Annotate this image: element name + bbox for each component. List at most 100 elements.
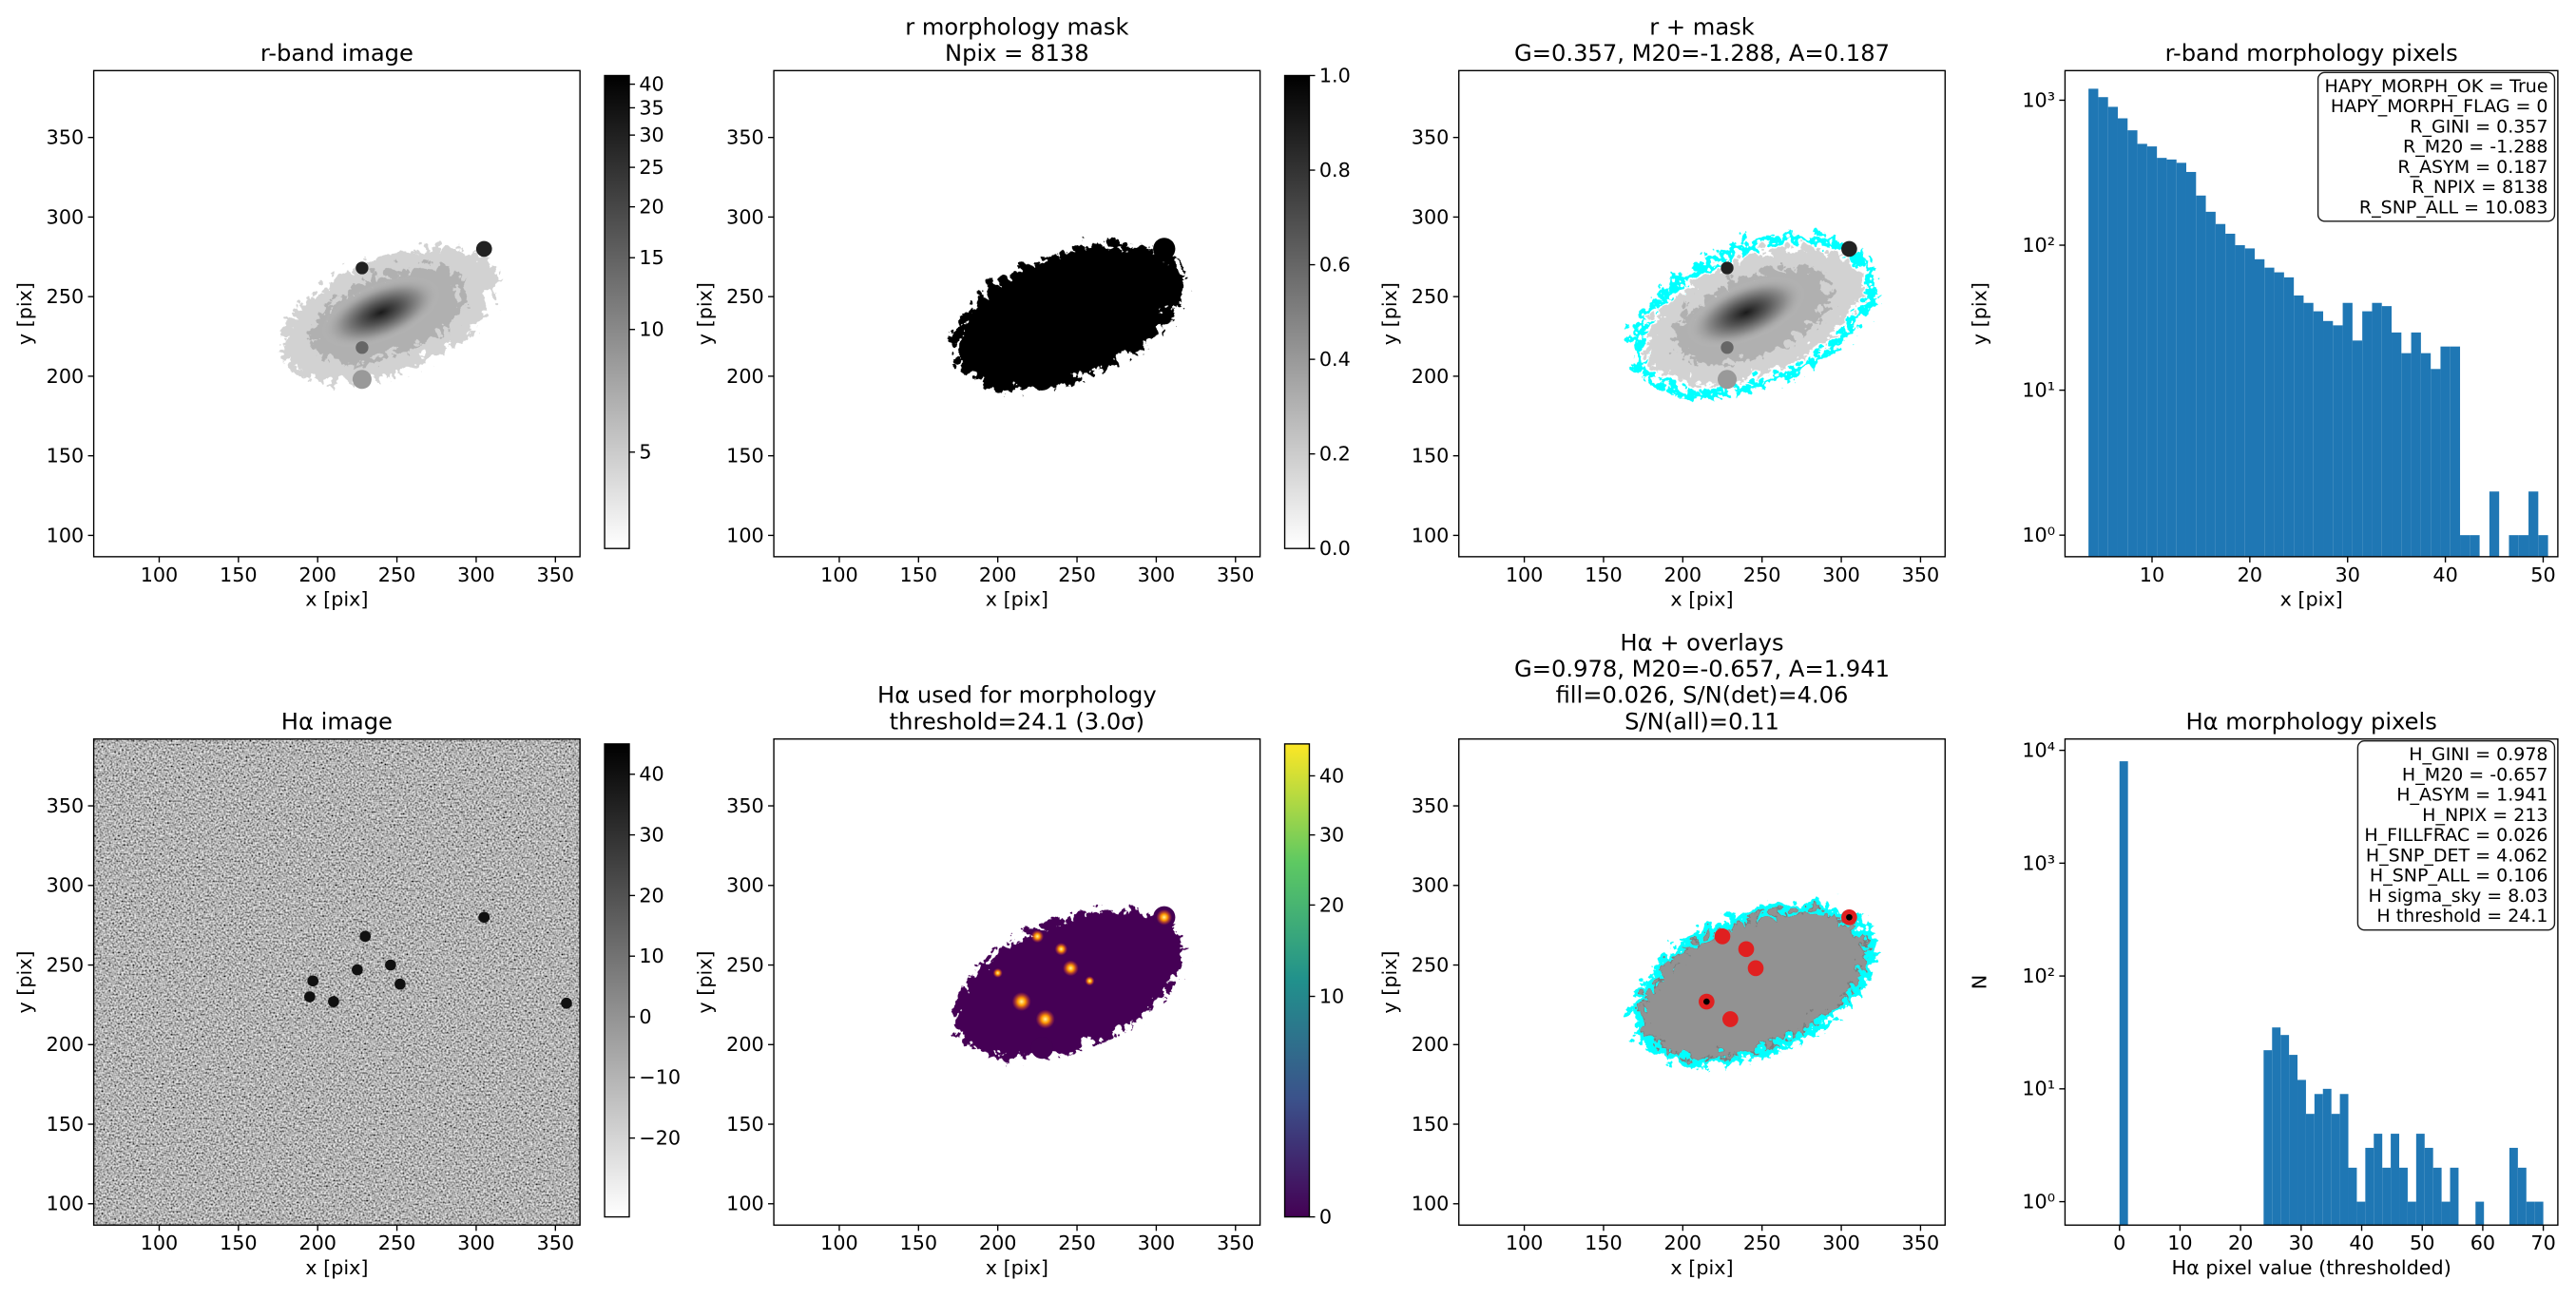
x-tick-label: 70 <box>2530 1232 2555 1254</box>
x-tick-label: 150 <box>1585 564 1623 586</box>
mask-knot <box>1030 368 1054 391</box>
colorbar-tick-label: 30 <box>639 124 663 146</box>
y-tick-label: 150 <box>726 445 764 468</box>
noise-image <box>93 738 581 1226</box>
emission-spot <box>561 997 572 1009</box>
emission-spot <box>359 930 372 943</box>
mask-outline <box>1624 231 1868 394</box>
x-axis-label: x [pix] <box>1670 588 1733 611</box>
axes-frame <box>773 69 1261 558</box>
annotation: H sigma_sky = 8.03 <box>2369 886 2548 907</box>
x-tick-label: 0 <box>2113 1232 2125 1254</box>
x-tick-label: 350 <box>1217 1232 1255 1254</box>
hot-spot <box>1030 929 1045 944</box>
emission-spot <box>394 978 406 990</box>
y-tick-label: 100 <box>726 524 764 546</box>
y-tick-label: 200 <box>47 1033 85 1056</box>
colorbar <box>604 743 630 1218</box>
y-tick-label: 300 <box>1412 205 1450 228</box>
y-tick-label: 300 <box>47 874 85 897</box>
annotation: R_ASYM = 0.187 <box>2397 157 2547 178</box>
y-tick-label: 10³ <box>2022 88 2055 111</box>
chart-title: G=0.357, M20=-1.288, A=0.187 <box>1514 40 1890 67</box>
bar <box>2362 311 2373 557</box>
bar <box>2185 171 2197 557</box>
x-tick-label: 250 <box>1743 1232 1781 1254</box>
colorbar-tick-label: 40 <box>1319 764 1344 787</box>
knot <box>475 240 492 258</box>
bar <box>2303 302 2314 557</box>
y-tick-label: 300 <box>726 874 764 897</box>
bar <box>2424 1147 2433 1226</box>
bar <box>2431 369 2441 557</box>
colorbar <box>1283 743 1311 1218</box>
bar <box>2339 1094 2349 1226</box>
axes-frame <box>2064 69 2559 558</box>
emission-spot <box>328 996 339 1007</box>
y-tick-label: 10⁰ <box>2022 1190 2055 1213</box>
colorbar-tick-label: 0.8 <box>1319 159 1351 181</box>
panel: 100 150 200 250 300 350 100 150 200 250 300 350 x [p… <box>1378 629 1946 1279</box>
colorbar-tick-label: 10 <box>639 945 663 967</box>
y-tick-label: 100 <box>1412 1193 1450 1215</box>
colorbar-tick-label: 25 <box>639 156 663 179</box>
x-tick-label: 10 <box>2167 1232 2192 1254</box>
colorbar-tick-label: 0 <box>639 1005 651 1028</box>
x-tick-label: 30 <box>2289 1232 2314 1254</box>
annotation: R_NPIX = 8138 <box>2412 177 2547 198</box>
plot-area <box>1624 231 1868 394</box>
plot-area <box>2088 88 2548 557</box>
hot-spot <box>1063 960 1079 977</box>
axes-frame <box>1458 69 1946 558</box>
overlay-spot <box>1722 1011 1739 1027</box>
bar <box>2274 272 2284 557</box>
annotation: R_GINI = 0.357 <box>2410 116 2547 137</box>
x-tick-label: 100 <box>141 564 179 586</box>
mask-knot <box>1030 1036 1054 1060</box>
y-tick-label: 150 <box>47 445 85 468</box>
y-tick-label: 10¹ <box>2022 379 2055 402</box>
y-axis-label: y [pix] <box>13 950 36 1013</box>
x-tick-label: 150 <box>220 1232 258 1254</box>
bar <box>2137 143 2147 557</box>
colorbar-tick-label: −20 <box>639 1127 681 1150</box>
bar <box>2411 332 2421 557</box>
annotation: R_SNP_ALL = 10.083 <box>2359 197 2548 218</box>
y-tick-label: 250 <box>47 953 85 976</box>
x-axis-label: x [pix] <box>986 588 1048 611</box>
x-tick-label: 200 <box>1664 1232 1702 1254</box>
x-tick-label: 250 <box>1743 564 1781 586</box>
colorbar-tick-label: 0.4 <box>1319 348 1351 371</box>
mask <box>947 238 1176 387</box>
bar <box>2415 1134 2425 1226</box>
chart-title: r + mask <box>1649 13 1755 40</box>
bar <box>2407 1201 2416 1226</box>
x-tick-label: 350 <box>537 564 575 586</box>
x-tick-label: 100 <box>141 1232 179 1254</box>
bar <box>2352 340 2363 557</box>
overlay-spot <box>1738 941 1755 958</box>
annotation: H threshold = 24.1 <box>2376 906 2547 926</box>
axes-frame <box>2064 737 2559 1226</box>
knot <box>1721 261 1734 275</box>
chart-title: r morphology mask <box>905 13 1128 40</box>
bar <box>2528 491 2539 557</box>
emission-spot <box>307 975 319 987</box>
bar <box>2196 195 2206 557</box>
x-tick-label: 300 <box>1822 564 1860 586</box>
y-tick-label: 250 <box>726 285 764 308</box>
annotation: H_M20 = -0.657 <box>2402 764 2548 785</box>
annotation-frame <box>2316 71 2556 222</box>
chart-title: G=0.978, M20=-0.657, A=1.941 <box>1514 656 1890 682</box>
x-axis-label: x [pix] <box>2280 588 2343 611</box>
bar <box>2470 535 2480 557</box>
axes-frame <box>92 69 581 558</box>
knot <box>1721 341 1734 354</box>
x-tick-label: 150 <box>220 564 258 586</box>
bar <box>2272 1027 2281 1226</box>
x-tick-label: 100 <box>1506 1232 1544 1254</box>
bar <box>2365 1147 2374 1226</box>
x-tick-label: 350 <box>1217 564 1255 586</box>
